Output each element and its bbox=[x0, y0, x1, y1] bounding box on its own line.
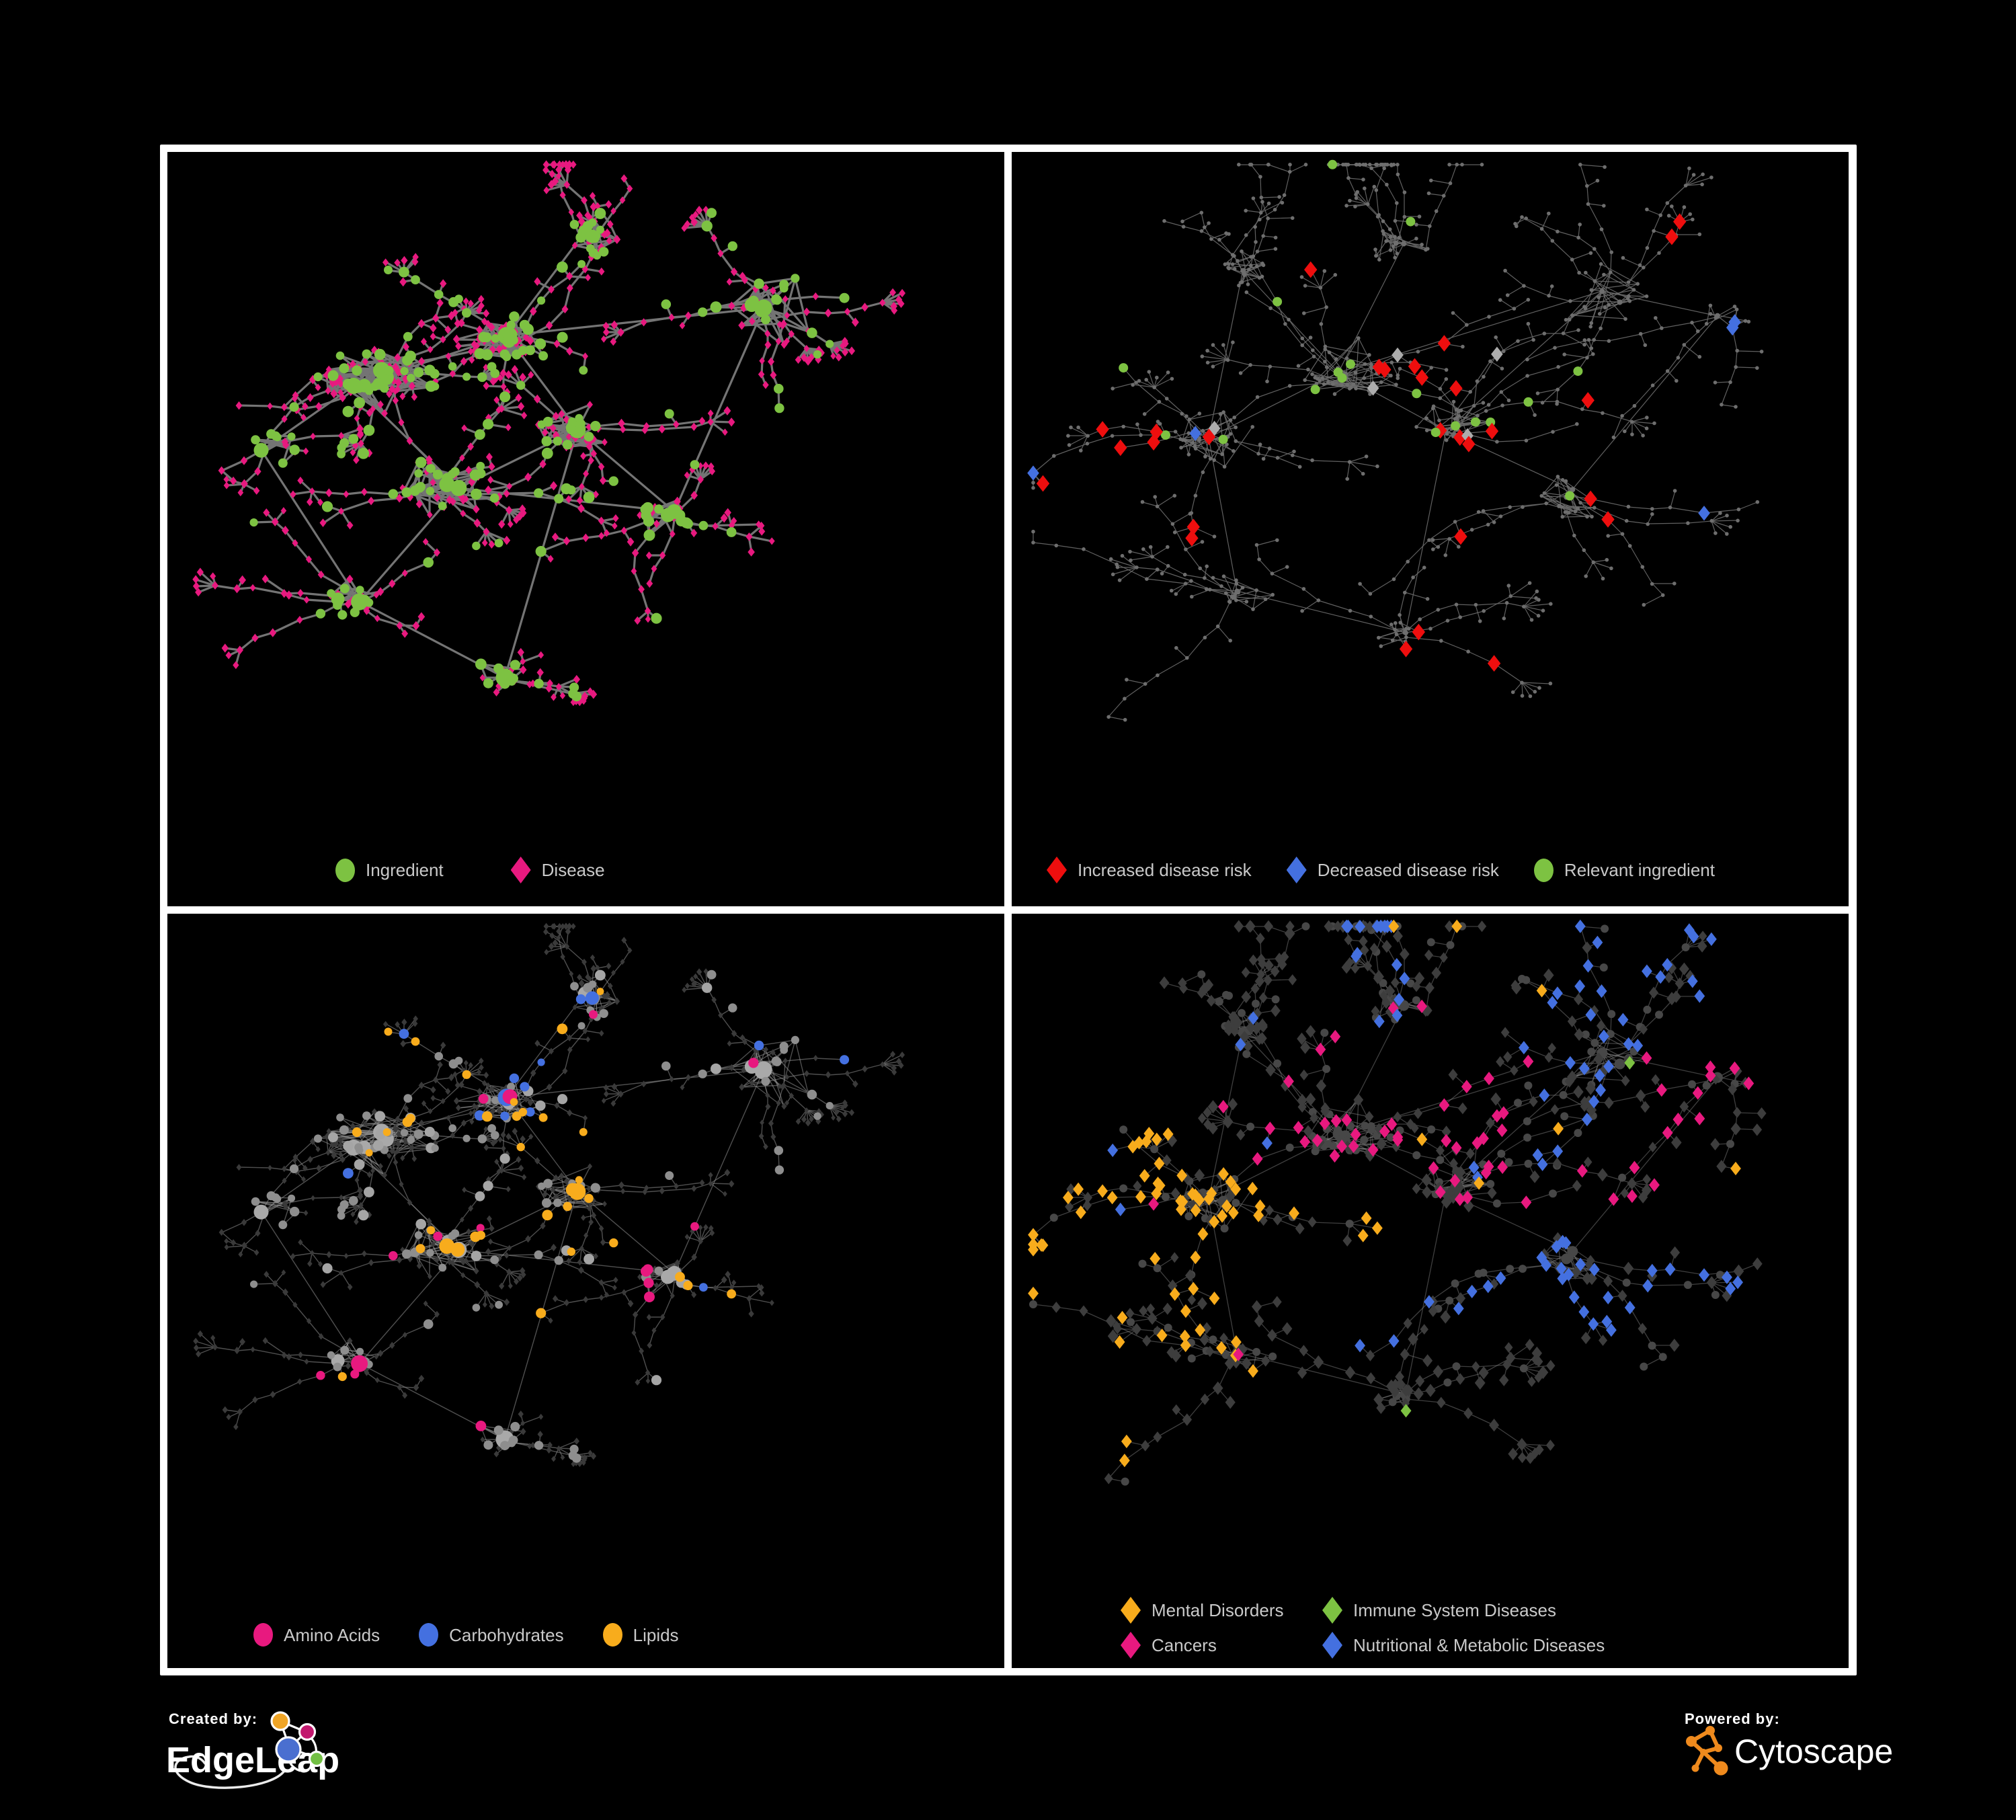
legend-label: Lipids bbox=[633, 1624, 679, 1645]
legend-diamond-symbol bbox=[1322, 1632, 1342, 1659]
legend-circle-symbol bbox=[253, 1623, 273, 1647]
panel-disease-risk: Increased disease risk Decreased disease … bbox=[1012, 152, 1849, 906]
panel-disease-categories: Mental Disorders Immune System Diseases Ca… bbox=[1012, 914, 1849, 1668]
legend-circle-symbol bbox=[419, 1623, 439, 1647]
cytoscape-logo: Powered by: Cytoscape bbox=[1685, 1710, 1893, 1776]
legend-macronutrients: Amino Acids Carbohydrates Lipids bbox=[253, 1623, 679, 1647]
legend-circle-symbol bbox=[1533, 858, 1554, 882]
legend-item: Increased disease risk bbox=[1047, 857, 1252, 883]
legend-item: Cancers bbox=[1121, 1632, 1294, 1659]
legend-label: Amino Acids bbox=[284, 1624, 380, 1645]
network-macronutrients bbox=[193, 922, 905, 1467]
created-by-label: Created by: bbox=[169, 1710, 257, 1727]
legend-label: Carbohydrates bbox=[449, 1624, 564, 1645]
legend-ingredient-disease: Ingredient Disease bbox=[335, 857, 605, 883]
legend-label: Disease bbox=[541, 860, 605, 880]
legend-item: Disease bbox=[510, 857, 605, 883]
legend-diamond-symbol bbox=[1322, 1597, 1342, 1624]
legend-item: Mental Disorders bbox=[1121, 1597, 1294, 1624]
legend-label: Mental Disorders bbox=[1152, 1600, 1284, 1620]
legend-item: Relevant ingredient bbox=[1533, 858, 1715, 882]
network-ingredient-disease bbox=[192, 160, 905, 707]
legend-circle-symbol bbox=[335, 858, 355, 882]
legend-label: Relevant ingredient bbox=[1564, 860, 1715, 880]
powered-by-block: Powered by: Cytoscape bbox=[1681, 1706, 1909, 1787]
legend-disease-categories: Mental Disorders Immune System Diseases Ca… bbox=[1121, 1597, 1605, 1659]
legend-item: Ingredient bbox=[335, 858, 444, 882]
edgeleap-logo-icon bbox=[270, 1711, 325, 1772]
legend-item: Decreased disease risk bbox=[1286, 857, 1499, 883]
legend-diamond-symbol bbox=[1047, 857, 1067, 883]
edgeleap-logo: Created by: EdgeLeap bbox=[166, 1710, 339, 1789]
legend-item: Carbohydrates bbox=[419, 1623, 564, 1647]
legend-label: Nutritional & Metabolic Diseases bbox=[1353, 1635, 1605, 1655]
legend-circle-symbol bbox=[602, 1623, 622, 1647]
network-disease-categories bbox=[1028, 919, 1767, 1486]
powered-by-label: Powered by: bbox=[1685, 1710, 1780, 1727]
legend-diamond-symbol bbox=[510, 857, 531, 883]
cytoscape-logo-icon bbox=[1686, 1726, 1728, 1776]
panel-grid: Ingredient Disease Increased disease risk… bbox=[160, 145, 1857, 1675]
legend-item: Nutritional & Metabolic Diseases bbox=[1322, 1632, 1605, 1659]
legend-label: Increased disease risk bbox=[1078, 860, 1252, 880]
legend-label: Decreased disease risk bbox=[1317, 860, 1499, 880]
legend-diamond-symbol bbox=[1121, 1597, 1141, 1624]
panel-ingredient-disease: Ingredient Disease bbox=[167, 152, 1004, 906]
edgeleap-swoosh bbox=[174, 1755, 286, 1789]
legend-label: Immune System Diseases bbox=[1353, 1600, 1556, 1620]
cytoscape-wordmark: Cytoscape bbox=[1734, 1733, 1893, 1770]
legend-diamond-symbol bbox=[1286, 857, 1307, 883]
legend-item: Amino Acids bbox=[253, 1623, 380, 1647]
legend-diamond-symbol bbox=[1121, 1632, 1141, 1659]
legend-disease-risk: Increased disease risk Decreased disease … bbox=[1047, 857, 1715, 883]
legend-label: Ingredient bbox=[366, 860, 444, 880]
panel-macronutrients: Amino Acids Carbohydrates Lipids bbox=[167, 914, 1004, 1668]
legend-item: Immune System Diseases bbox=[1322, 1597, 1605, 1624]
network-disease-risk bbox=[1027, 159, 1764, 722]
legend-item: Lipids bbox=[602, 1623, 679, 1647]
created-by-block: Created by: EdgeLeap bbox=[165, 1706, 541, 1801]
legend-label: Cancers bbox=[1152, 1635, 1217, 1655]
